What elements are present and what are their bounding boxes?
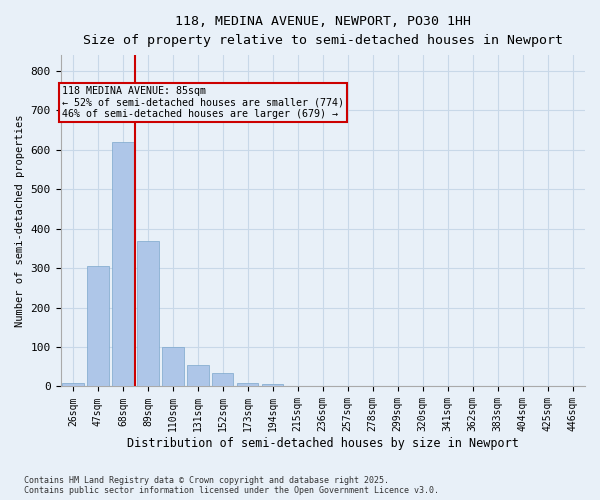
Text: 118 MEDINA AVENUE: 85sqm
← 52% of semi-detached houses are smaller (774)
46% of : 118 MEDINA AVENUE: 85sqm ← 52% of semi-d… bbox=[62, 86, 344, 119]
Bar bbox=[187, 365, 209, 386]
X-axis label: Distribution of semi-detached houses by size in Newport: Distribution of semi-detached houses by … bbox=[127, 437, 519, 450]
Bar bbox=[88, 266, 109, 386]
Bar bbox=[212, 372, 233, 386]
Bar bbox=[112, 142, 134, 386]
Bar bbox=[137, 240, 158, 386]
Bar bbox=[163, 347, 184, 387]
Title: 118, MEDINA AVENUE, NEWPORT, PO30 1HH
Size of property relative to semi-detached: 118, MEDINA AVENUE, NEWPORT, PO30 1HH Si… bbox=[83, 15, 563, 47]
Bar bbox=[262, 384, 283, 386]
Text: Contains HM Land Registry data © Crown copyright and database right 2025.
Contai: Contains HM Land Registry data © Crown c… bbox=[24, 476, 439, 495]
Bar bbox=[237, 382, 259, 386]
Bar bbox=[62, 382, 83, 386]
Y-axis label: Number of semi-detached properties: Number of semi-detached properties bbox=[15, 114, 25, 327]
